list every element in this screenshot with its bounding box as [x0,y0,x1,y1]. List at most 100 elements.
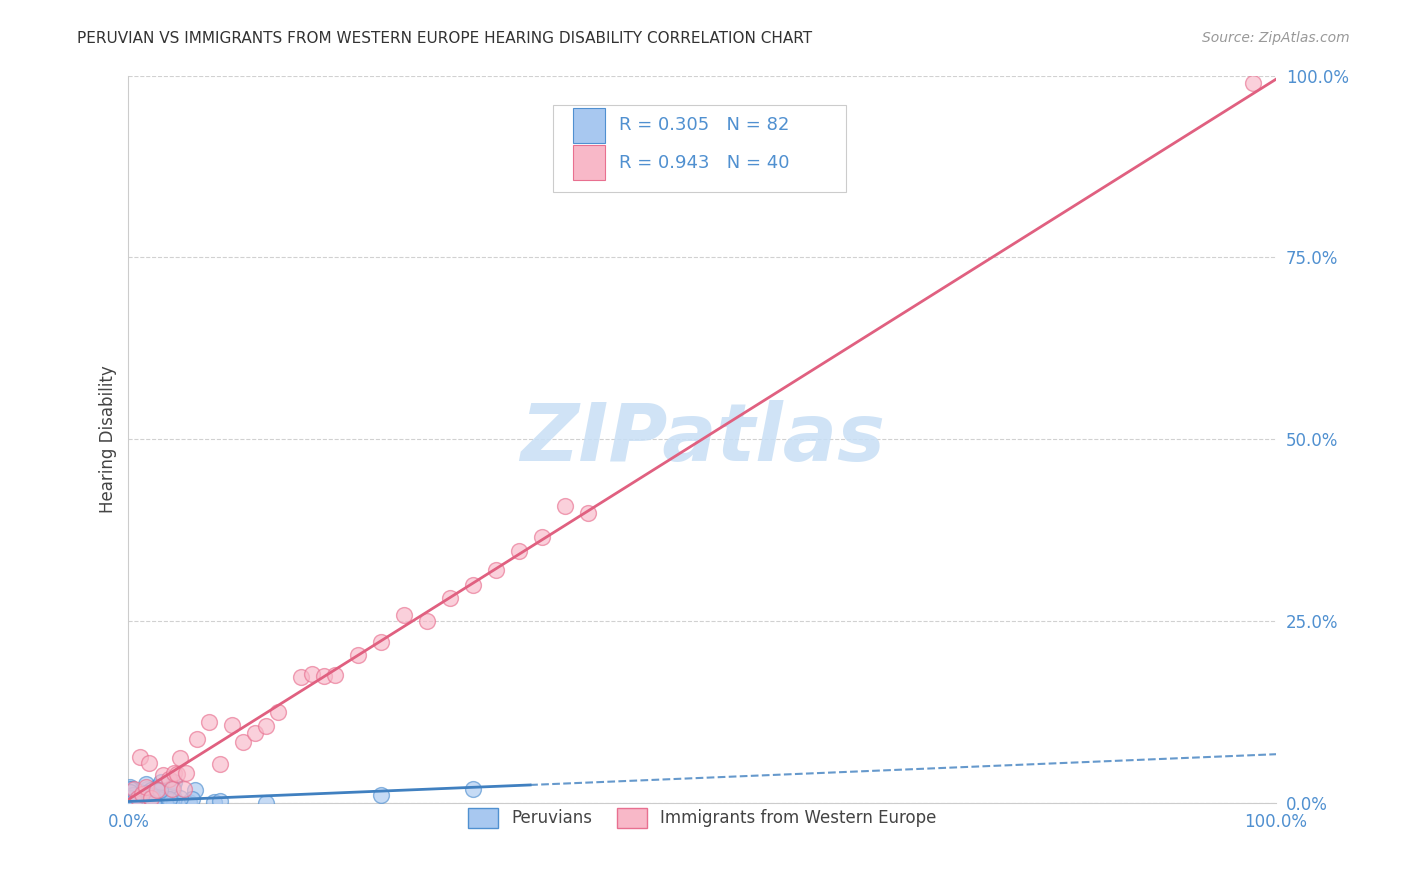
Point [125,796,148,810]
Point [416,614,439,628]
Point [1241,76,1264,90]
Point [138,756,160,771]
Point [122,782,145,797]
Point [159,792,181,806]
Point [148,790,170,805]
Point [129,791,152,805]
Text: R = 0.305   N = 82: R = 0.305 N = 82 [619,116,789,134]
Point [254,718,277,732]
Point [125,790,148,805]
Point [530,530,553,544]
Point [186,732,208,747]
Point [131,791,153,805]
Point [209,756,232,771]
Point [145,780,167,794]
Point [138,790,160,805]
Point [120,785,142,799]
Point [122,795,145,809]
Point [118,796,141,810]
Point [155,791,177,805]
Point [143,787,166,801]
Point [508,544,530,558]
Point [152,768,174,782]
Point [127,796,149,810]
Point [173,781,195,796]
Point [131,788,153,802]
Point [120,795,142,809]
Point [122,788,145,802]
Point [202,795,225,809]
Point [301,666,323,681]
Point [139,792,162,806]
Point [181,792,204,806]
Point [221,718,243,732]
Point [160,789,183,803]
Point [160,794,183,808]
Point [120,791,142,805]
Point [142,796,165,810]
Text: PERUVIAN VS IMMIGRANTS FROM WESTERN EUROPE HEARING DISABILITY CORRELATION CHART: PERUVIAN VS IMMIGRANTS FROM WESTERN EURO… [77,31,813,46]
Point [121,796,143,810]
Point [163,791,186,805]
Point [162,782,184,797]
Point [134,796,156,810]
Point [146,783,169,797]
Point [129,792,152,806]
Point [124,796,146,810]
Point [122,796,145,810]
Point [177,795,200,809]
Point [118,796,141,810]
Legend: Peruvians, Immigrants from Western Europe: Peruvians, Immigrants from Western Europ… [461,801,943,835]
Point [198,714,221,729]
Point [157,772,180,786]
Point [136,781,159,796]
Point [149,796,172,810]
Point [169,751,191,765]
Point [141,789,163,803]
Point [576,506,599,520]
Point [135,796,157,810]
Point [312,669,335,683]
Point [118,796,141,810]
Point [370,788,392,802]
Point [392,607,415,622]
Point [166,767,188,781]
Point [121,795,143,809]
Point [118,791,141,805]
Point [134,789,156,803]
FancyBboxPatch shape [572,108,605,143]
Point [485,563,508,577]
Point [124,794,146,808]
Point [134,789,156,803]
Point [135,780,157,794]
Point [124,794,146,808]
Point [554,500,576,514]
Point [169,791,191,805]
Text: R = 0.943   N = 40: R = 0.943 N = 40 [619,153,789,172]
Point [157,792,180,806]
Point [135,786,157,800]
Point [127,791,149,805]
Point [118,796,141,810]
Point [128,796,150,810]
Point [128,785,150,799]
Point [118,782,141,797]
Point [120,796,142,810]
Point [132,788,155,802]
Point [149,782,172,797]
Text: Source: ZipAtlas.com: Source: ZipAtlas.com [1202,31,1350,45]
Point [243,725,266,739]
Point [143,784,166,798]
Point [370,635,392,649]
Point [129,749,152,764]
Point [160,782,183,797]
Point [141,790,163,805]
Point [150,775,173,789]
Point [347,648,370,663]
Point [461,578,484,592]
FancyBboxPatch shape [553,104,846,192]
Point [120,796,142,810]
Point [163,775,186,789]
Point [128,795,150,809]
Point [290,670,312,684]
